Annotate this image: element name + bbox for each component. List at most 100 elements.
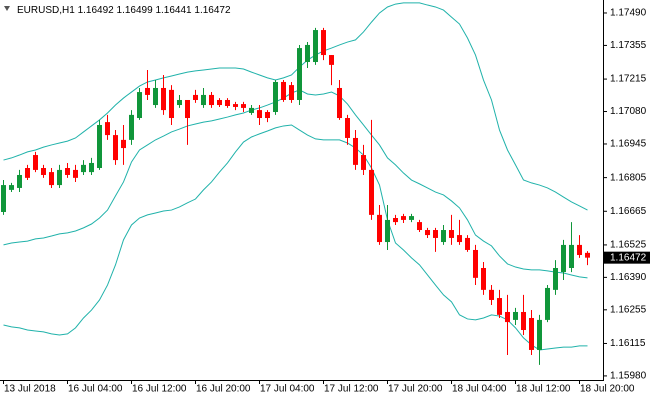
candle-body <box>473 249 478 278</box>
candle-body <box>537 319 542 350</box>
band-lower <box>3 124 588 351</box>
band-middle <box>3 89 588 279</box>
candle-body <box>265 112 270 119</box>
candle-body <box>545 287 550 320</box>
candle-body <box>41 168 46 175</box>
candle-body <box>185 99 190 119</box>
candle-body <box>105 122 110 136</box>
candle-body <box>345 118 350 138</box>
candle-body <box>73 169 78 178</box>
close-price: 1.16472 <box>194 5 231 16</box>
candle-body <box>97 124 102 169</box>
candle-body <box>441 230 446 243</box>
x-tick-label: 18 Jul 04:00 <box>452 384 507 395</box>
y-tick-label: 1.17080 <box>610 106 647 117</box>
candle-body <box>553 267 558 290</box>
candle-body <box>65 168 70 175</box>
x-tick-label: 16 Jul 20:00 <box>196 384 251 395</box>
candle-body <box>257 110 262 119</box>
y-tick-label: 1.15980 <box>610 371 647 382</box>
candle-body <box>201 94 206 106</box>
candle-body <box>329 55 334 65</box>
candle-body <box>337 87 342 119</box>
candle-body <box>233 104 238 107</box>
y-tick-label: 1.17355 <box>610 40 647 51</box>
candle-body <box>209 94 214 106</box>
x-tick-label: 18 Jul 20:00 <box>580 384 635 395</box>
x-tick-label: 13 Jul 2018 <box>4 384 56 395</box>
y-tick-label: 1.16805 <box>610 172 647 183</box>
candle-body <box>505 311 510 323</box>
candle-body <box>313 30 318 63</box>
candle-body <box>521 311 526 331</box>
x-tick-label: 16 Jul 04:00 <box>68 384 123 395</box>
candle-body <box>377 214 382 243</box>
candle-body <box>489 289 494 300</box>
candle-body <box>57 169 62 186</box>
candle-body <box>457 235 462 243</box>
last-price-box <box>604 251 650 264</box>
y-tick-label: 1.17215 <box>610 74 647 85</box>
candle-body <box>25 168 30 178</box>
candle-body <box>225 99 230 106</box>
candle-body <box>129 114 134 140</box>
candle-body <box>569 244 574 268</box>
candle-body <box>177 99 182 106</box>
candle-body <box>497 298 502 315</box>
candle-body <box>297 48 302 100</box>
candle-body <box>561 244 566 273</box>
band-upper <box>3 2 588 211</box>
plot-area <box>1 2 590 365</box>
x-tick-label: 17 Jul 20:00 <box>388 384 443 395</box>
candle-body <box>289 85 294 100</box>
high-price: 1.16499 <box>117 5 154 16</box>
y-tick-label: 1.16525 <box>610 240 647 251</box>
candle-body <box>393 218 398 223</box>
candle-body <box>481 267 486 290</box>
candle-body <box>577 244 582 256</box>
chart-header: EURUSD,H1 1.16492 1.16499 1.16441 1.1647… <box>17 5 231 16</box>
candle-body <box>49 172 54 186</box>
last-price-label: 1.16472 <box>610 252 647 263</box>
y-tick-label: 1.16390 <box>610 272 647 283</box>
candle-body <box>33 155 38 170</box>
candle-body <box>417 222 422 231</box>
open-price: 1.16492 <box>78 5 115 16</box>
candle-body <box>193 94 198 100</box>
candle-body <box>137 92 142 119</box>
candle-body <box>273 81 278 113</box>
y-tick-label: 1.16255 <box>610 304 647 315</box>
y-tick-label: 1.16945 <box>610 139 647 150</box>
candle-body <box>9 185 14 190</box>
symbol: EURUSD,H1 <box>17 5 75 16</box>
candle-body <box>321 30 326 56</box>
menu-icon[interactable] <box>4 6 10 11</box>
candle-body <box>465 237 470 250</box>
candle-body <box>425 230 430 236</box>
y-tick-label: 1.16115 <box>610 338 646 349</box>
candle-body <box>169 89 174 119</box>
candle-body <box>89 162 94 173</box>
candle-body <box>433 230 438 238</box>
x-tick-label: 17 Jul 12:00 <box>324 384 379 395</box>
candle-body <box>1 185 6 212</box>
candle-body <box>153 87 158 106</box>
candle-body <box>81 164 86 173</box>
y-tick-label: 1.17490 <box>610 8 647 19</box>
low-price: 1.16441 <box>155 5 192 16</box>
candle-body <box>449 230 454 238</box>
candle-body <box>361 155 366 170</box>
candle-body <box>241 104 246 108</box>
candle-body <box>281 81 286 100</box>
x-tick-label: 16 Jul 12:00 <box>132 384 187 395</box>
x-tick-label: 17 Jul 04:00 <box>260 384 315 395</box>
candle-body <box>161 87 166 111</box>
candle-body <box>409 216 414 220</box>
candle-body <box>585 252 590 258</box>
y-tick-label: 1.16665 <box>610 206 647 217</box>
x-tick-label: 18 Jul 12:00 <box>516 384 571 395</box>
candle-body <box>401 216 406 220</box>
candle-body <box>369 169 374 215</box>
